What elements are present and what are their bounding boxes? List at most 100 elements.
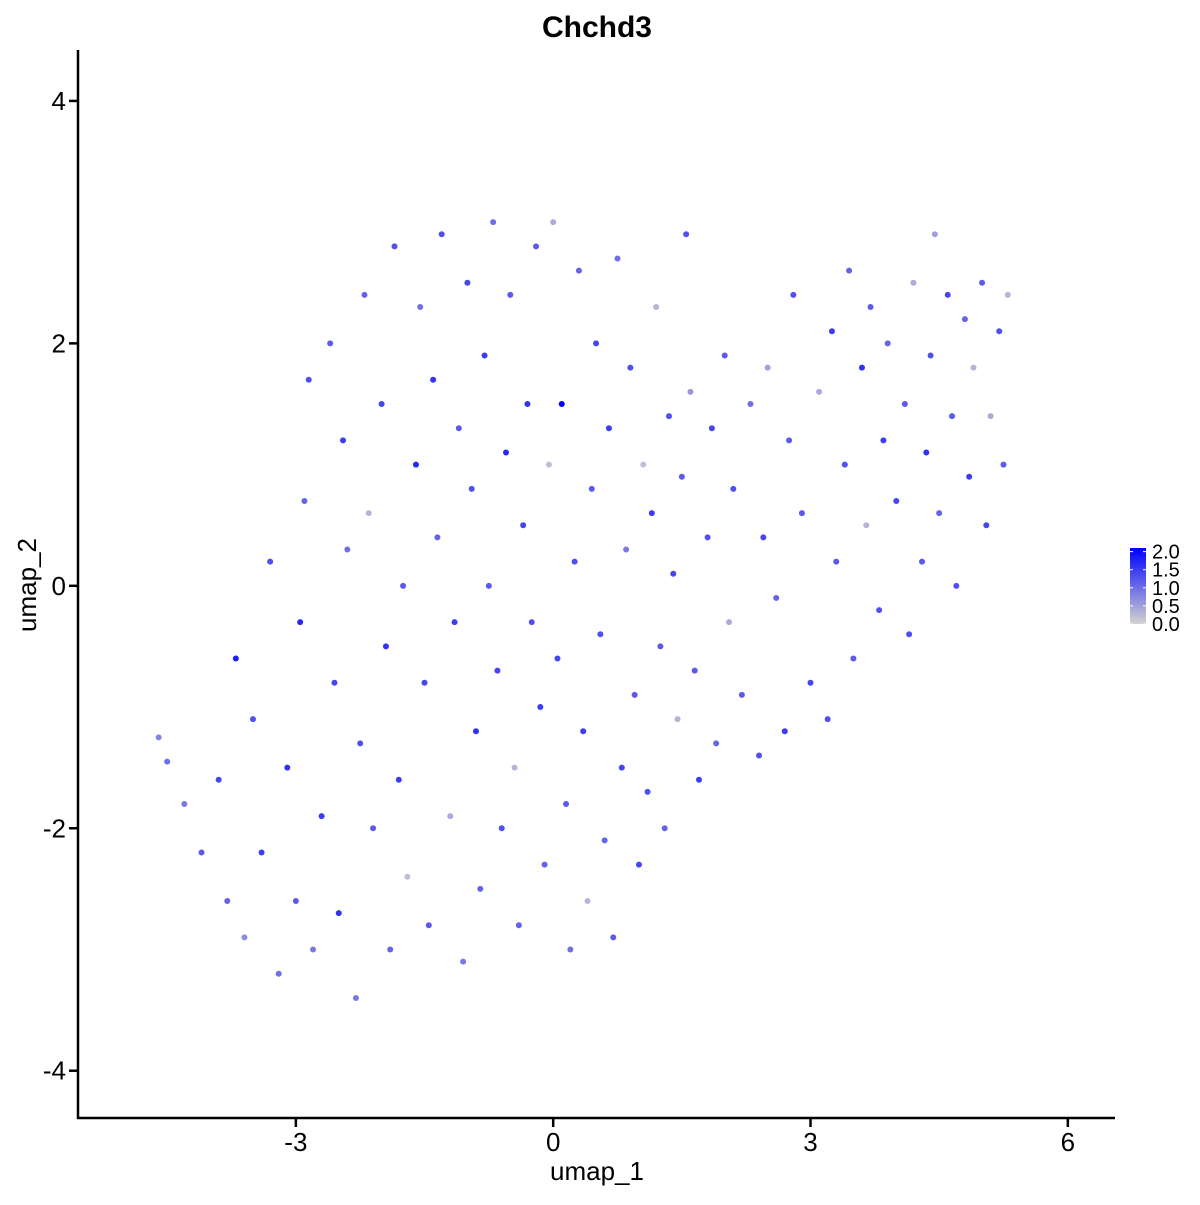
point: [850, 655, 857, 662]
point: [215, 776, 222, 783]
point: [949, 413, 956, 420]
point: [721, 352, 728, 359]
point: [421, 679, 428, 686]
point: [841, 461, 848, 468]
point: [365, 510, 372, 517]
point: [884, 340, 891, 347]
point: [901, 400, 908, 407]
point: [378, 400, 385, 407]
colorbar-label: 0.5: [1152, 596, 1180, 618]
point: [623, 546, 630, 553]
point: [164, 758, 171, 765]
point: [640, 461, 647, 468]
point: [653, 303, 660, 310]
point: [910, 279, 917, 286]
point: [876, 607, 883, 614]
y-tick-label: -4: [43, 1056, 66, 1086]
point: [961, 316, 968, 323]
point: [597, 631, 604, 638]
point: [545, 461, 552, 468]
point: [400, 582, 407, 589]
point: [352, 994, 359, 1001]
x-tick-label: 6: [1061, 1127, 1075, 1157]
point: [198, 849, 205, 856]
point: [730, 485, 737, 492]
point: [683, 231, 690, 238]
point: [927, 352, 934, 359]
point: [593, 340, 600, 347]
point: [455, 425, 462, 432]
x-tick-label: 0: [546, 1127, 560, 1157]
point: [953, 582, 960, 589]
point: [417, 303, 424, 310]
point: [644, 788, 651, 795]
point: [764, 364, 771, 371]
point: [275, 970, 282, 977]
point: [627, 364, 634, 371]
point: [1000, 461, 1007, 468]
point: [249, 716, 256, 723]
point: [558, 400, 565, 407]
colorbar-label: 1.5: [1152, 560, 1180, 582]
point: [520, 522, 527, 529]
point: [931, 231, 938, 238]
point: [567, 946, 574, 953]
point: [361, 291, 368, 298]
point: [524, 400, 531, 407]
point: [657, 643, 664, 650]
y-tick-label: 2: [52, 328, 66, 358]
point: [292, 898, 299, 905]
point: [691, 667, 698, 674]
point: [387, 946, 394, 953]
point: [906, 631, 913, 638]
point: [575, 267, 582, 274]
point: [327, 340, 334, 347]
point: [528, 619, 535, 626]
point: [674, 716, 681, 723]
colorbar: [1130, 548, 1146, 624]
point: [833, 558, 840, 565]
point: [704, 534, 711, 541]
point: [340, 437, 347, 444]
point: [665, 413, 672, 420]
point: [382, 643, 389, 650]
point: [430, 376, 437, 383]
point: [708, 425, 715, 432]
point: [344, 546, 351, 553]
point: [563, 801, 570, 808]
y-tick-label: 0: [52, 571, 66, 601]
point: [232, 655, 239, 662]
point: [485, 582, 492, 589]
point: [404, 873, 411, 880]
point: [756, 752, 763, 759]
point: [880, 437, 887, 444]
point: [661, 825, 668, 832]
point: [983, 522, 990, 529]
point: [987, 413, 994, 420]
y-tick-label: 4: [52, 86, 66, 116]
point: [318, 813, 325, 820]
point: [305, 376, 312, 383]
point: [1004, 291, 1011, 298]
point: [979, 279, 986, 286]
y-tick-label: -2: [43, 813, 66, 843]
point: [601, 837, 608, 844]
x-tick-label: 3: [803, 1127, 817, 1157]
point: [605, 425, 612, 432]
point: [541, 861, 548, 868]
point: [438, 231, 445, 238]
point: [584, 898, 591, 905]
point: [498, 825, 505, 832]
point: [477, 885, 484, 892]
point: [284, 764, 291, 771]
point: [241, 934, 248, 941]
point: [507, 291, 514, 298]
point: [790, 291, 797, 298]
point: [614, 255, 621, 262]
point: [863, 522, 870, 529]
point: [670, 570, 677, 577]
point: [726, 619, 733, 626]
point: [944, 291, 951, 298]
point: [610, 934, 617, 941]
point: [472, 728, 479, 735]
